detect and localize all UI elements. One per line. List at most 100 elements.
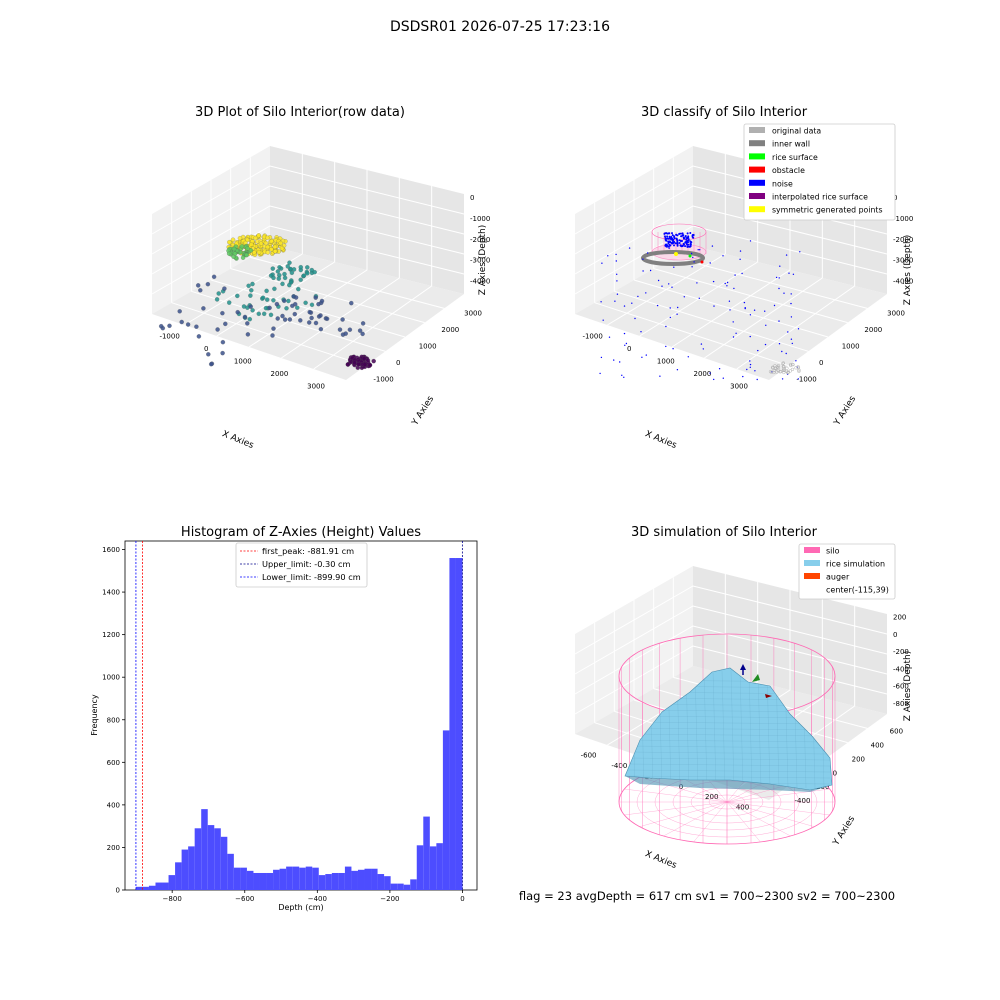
noise-point: [781, 350, 783, 353]
data-point: [239, 244, 245, 249]
original-point: [776, 364, 781, 368]
data-point: [250, 281, 255, 287]
noise-point: [661, 285, 663, 287]
histogram-bar: [201, 809, 208, 890]
panel-simulation-scene: [618, 633, 836, 845]
noise-point: [795, 360, 797, 362]
noise-point: [665, 232, 668, 235]
noise-point: [673, 235, 676, 238]
noise-point: [671, 241, 673, 243]
data-point: [340, 317, 345, 322]
noise-point: [778, 343, 781, 345]
legend-label: inner wall: [772, 140, 810, 149]
noise-point: [642, 270, 644, 272]
inner-wall: [641, 250, 705, 266]
data-point: [242, 314, 248, 320]
noise-point: [625, 342, 628, 345]
noise-point: [743, 301, 746, 304]
data-point: [240, 255, 246, 260]
histogram-bar: [397, 883, 404, 890]
noise-point: [679, 240, 682, 242]
silo-floor-wire: [639, 801, 728, 827]
data-point: [248, 293, 253, 298]
data-point: [365, 358, 371, 363]
histogram-bar: [227, 853, 234, 890]
histogram-bar: [325, 874, 332, 890]
panel-simulation-ylabel: Y Axies: [831, 814, 857, 848]
x-tick-label: 1000: [234, 358, 252, 366]
histogram-bar: [259, 872, 267, 890]
noise-point: [667, 245, 670, 248]
z-tick-label: -400: [893, 665, 909, 673]
data-point: [208, 361, 214, 367]
panel-histogram: Histogram of Z-Axies (Height) Values −80…: [90, 525, 478, 912]
x-tick-label: 2000: [694, 370, 712, 378]
noise-point: [689, 245, 692, 248]
x-tick-label: -600: [581, 751, 597, 759]
noise-point: [631, 302, 633, 304]
y-tick-label: 1000: [102, 674, 120, 682]
noise-point: [734, 274, 736, 276]
data-point: [260, 295, 266, 300]
noise-point: [689, 241, 691, 243]
panel-raw-axes: -1000 0 1000 2000 3000 -1000 0 1000 2000 3000 0 -10…: [151, 146, 490, 391]
noise-point: [713, 305, 715, 307]
legend-label: rice surface: [772, 153, 818, 162]
noise-point: [676, 313, 678, 315]
original-point: [776, 365, 780, 370]
data-point: [301, 273, 307, 278]
noise-point: [672, 348, 674, 350]
noise-point: [668, 243, 671, 246]
legend-swatch: [804, 547, 820, 553]
histogram-bar: [273, 869, 280, 890]
panel-classify-legend: original data inner wall rice surface obsta…: [743, 123, 896, 221]
noise-point: [689, 243, 692, 246]
x-tick-label: -1000: [159, 333, 179, 341]
noise-point: [642, 258, 644, 260]
data-point: [196, 334, 202, 339]
legend-label: rice simulation: [826, 560, 885, 569]
y-tick-label: 200: [107, 844, 120, 852]
data-point: [309, 315, 314, 321]
noise-point: [713, 378, 715, 381]
data-point: [256, 233, 261, 238]
x-tick-label: 0: [460, 895, 464, 903]
legend-swatch: [749, 127, 765, 133]
original-point: [791, 362, 795, 367]
panel-simulation-zlabel: Z Axies (Depth): [903, 651, 913, 722]
y-tick-label: 1000: [419, 343, 437, 351]
data-point: [296, 286, 301, 292]
data-point: [211, 274, 217, 280]
noise-point: [645, 354, 647, 356]
rice-mesh: [757, 669, 762, 789]
x-tick-label: 0: [679, 783, 683, 791]
data-point: [312, 269, 317, 275]
noise-point: [799, 251, 801, 253]
data-point: [263, 240, 269, 246]
noise-point: [686, 232, 689, 235]
z-tick-label: -800: [893, 700, 909, 708]
data-point: [281, 298, 287, 304]
gridline: [151, 225, 465, 295]
rice-mesh: [703, 669, 708, 789]
y-tick-label: 600: [107, 759, 120, 767]
noise-point: [666, 235, 669, 238]
noise-point: [600, 356, 603, 359]
noise-point: [668, 232, 671, 235]
noise-point: [765, 324, 767, 326]
original-point: [786, 371, 790, 375]
data-point: [313, 320, 319, 326]
data-point: [352, 360, 357, 366]
original-point: [782, 370, 786, 375]
data-point: [318, 326, 324, 332]
noise-point: [599, 372, 601, 375]
z-tick-label: -1000: [893, 215, 913, 223]
noise-point: [778, 277, 780, 279]
noise-point: [669, 316, 671, 319]
rice-mesh: [627, 721, 831, 725]
noise-point: [683, 296, 685, 298]
histogram-bar: [240, 867, 247, 890]
noise-point: [785, 254, 788, 256]
legend-swatch: [749, 153, 765, 160]
data-point: [271, 275, 276, 281]
